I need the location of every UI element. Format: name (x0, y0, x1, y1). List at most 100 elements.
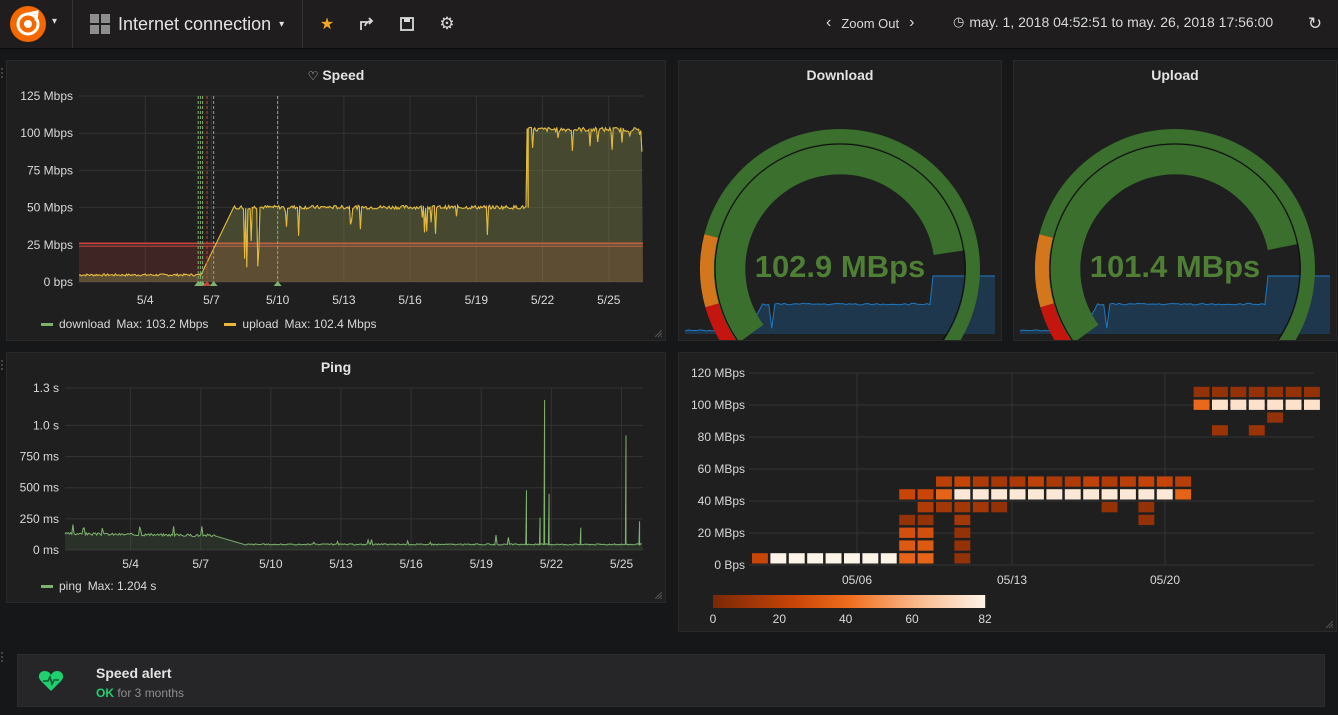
heatmap-cell (972, 502, 989, 513)
heatmap-cell (899, 489, 916, 500)
color-scale-swatch (930, 595, 932, 608)
panel-title[interactable]: ♡ Speed (7, 67, 665, 83)
download-panel: Download 102.9 MBps (678, 60, 1002, 341)
color-scale-swatch (914, 595, 916, 608)
color-scale-swatch (982, 595, 984, 608)
heatmap-cell (936, 489, 952, 500)
ping-title[interactable]: Ping (320, 359, 352, 375)
x-tick-label: 5/16 (399, 557, 423, 571)
color-scale-swatch (963, 595, 965, 608)
color-scale-swatch (768, 595, 770, 608)
heatmap-cell (1267, 399, 1284, 410)
row-drag-handle[interactable] (0, 358, 4, 370)
speed-panel: ♡ Speed 125 Mbps 100 Mbps 75 Mbps 50 Mbps 25… (6, 60, 666, 341)
color-scale-swatch (807, 595, 809, 608)
heart-icon (38, 671, 64, 691)
color-scale-swatch (746, 595, 748, 608)
row-drag-handle[interactable] (0, 650, 4, 662)
color-scale-swatch (773, 595, 775, 608)
heatmap-cell (1120, 489, 1136, 500)
x-tick-label: 5/19 (470, 557, 494, 571)
speed-title: Speed (322, 67, 365, 83)
heatmap-cell (972, 476, 989, 487)
color-scale-swatch (882, 595, 884, 608)
color-scale-swatch (946, 595, 948, 608)
color-scale-swatch (819, 595, 821, 608)
dashboard-picker[interactable]: Internet connection ▾ (90, 12, 284, 36)
color-scale-swatch (748, 595, 750, 608)
color-scale-swatch (781, 595, 783, 608)
color-scale-swatch (808, 595, 810, 608)
color-scale-swatch (868, 595, 870, 608)
color-scale-swatch (928, 595, 930, 608)
color-scale-swatch (827, 595, 829, 608)
color-scale-swatch (745, 595, 747, 608)
annotation-arrow (209, 281, 218, 286)
heatmap-cell (1248, 386, 1265, 398)
x-tick-label: 5/4 (137, 293, 154, 307)
color-scale-swatch (822, 595, 824, 608)
legend-upload-label[interactable]: upload (242, 317, 279, 331)
time-range-picker[interactable]: ◷ may. 1, 2018 04:52:51 to may. 26, 2018… (953, 14, 1273, 30)
y-tick-label: 25 Mbps (27, 238, 73, 252)
color-scale-swatch (736, 595, 738, 608)
panel-resize-handle[interactable] (655, 592, 662, 599)
color-scale-swatch (826, 595, 828, 608)
color-scale-swatch (815, 595, 817, 608)
heatmap-cell (917, 527, 934, 538)
color-scale-swatch (713, 595, 715, 608)
save-button[interactable] (395, 12, 419, 36)
star-icon[interactable]: ★ (319, 16, 335, 33)
row-drag-handle[interactable] (0, 66, 4, 78)
chevron-left-icon[interactable]: ‹ (826, 14, 832, 31)
upload-title[interactable]: Upload (1151, 67, 1199, 83)
color-scale-swatch (933, 595, 935, 608)
speed-graph[interactable]: 125 Mbps 100 Mbps 75 Mbps 50 Mbps 25 Mbps 0 b… (7, 61, 665, 340)
color-scale-swatch (871, 595, 873, 608)
color-scale-swatch (910, 595, 912, 608)
color-scale-swatch (755, 595, 757, 608)
speed-heatmap[interactable]: 120 MBps 100 MBps 80 MBps 60 MBps 40 MBps 20 … (679, 353, 1336, 631)
refresh-icon[interactable]: ↻ (1307, 14, 1323, 33)
color-scale-swatch (770, 595, 772, 608)
legend-download-label[interactable]: download (59, 317, 111, 331)
panel-resize-handle[interactable] (655, 330, 662, 337)
legend-swatch-download (41, 322, 53, 326)
chevron-right-icon[interactable]: › (909, 14, 915, 31)
color-scale-swatch (775, 595, 777, 608)
color-scale-swatch (751, 595, 753, 608)
gear-icon[interactable]: ⚙ (439, 14, 455, 33)
color-scale-swatch (803, 595, 805, 608)
color-scale-swatch (974, 595, 976, 608)
color-scale-swatch (927, 595, 929, 608)
grafana-logo[interactable] (10, 6, 46, 42)
color-scale-swatch (738, 595, 740, 608)
download-title[interactable]: Download (806, 67, 874, 83)
legend-ping-label[interactable]: ping (59, 579, 82, 593)
panel-resize-handle[interactable] (1326, 621, 1333, 628)
color-scale-swatch (754, 595, 756, 608)
annotation-arrow (203, 281, 212, 286)
color-scale-swatch (798, 595, 800, 608)
upload-value: 101.4 MBps (1089, 249, 1261, 284)
heatmap-cell (991, 476, 1008, 487)
color-scale-swatch (904, 595, 906, 608)
color-scale-swatch (817, 595, 819, 608)
heatmap-cell (1009, 489, 1026, 500)
alert-list-item[interactable]: Speed alert OK for 3 months (17, 654, 1325, 707)
ping-graph[interactable]: 1.3 s 1.0 s 750 ms 500 ms 250 ms 0 ms 5/4 5/7 5/… (7, 353, 665, 602)
color-scale-swatch (837, 595, 839, 608)
color-scale-swatch (800, 595, 802, 608)
color-scale-swatch (749, 595, 751, 608)
heatmap-cell (752, 553, 768, 564)
heatmap-cell (1175, 476, 1192, 487)
share-button[interactable] (355, 12, 379, 36)
zoom-out-button[interactable]: Zoom Out (841, 15, 900, 31)
color-scale-swatch (921, 595, 923, 608)
logo-caret-icon[interactable]: ▾ (52, 16, 58, 27)
color-scale-swatch (830, 595, 832, 608)
heatmap-cell (954, 553, 971, 564)
color-scale-swatch (932, 595, 934, 608)
heatmap-cell (1120, 476, 1136, 487)
heatmap-cell (1156, 476, 1173, 487)
